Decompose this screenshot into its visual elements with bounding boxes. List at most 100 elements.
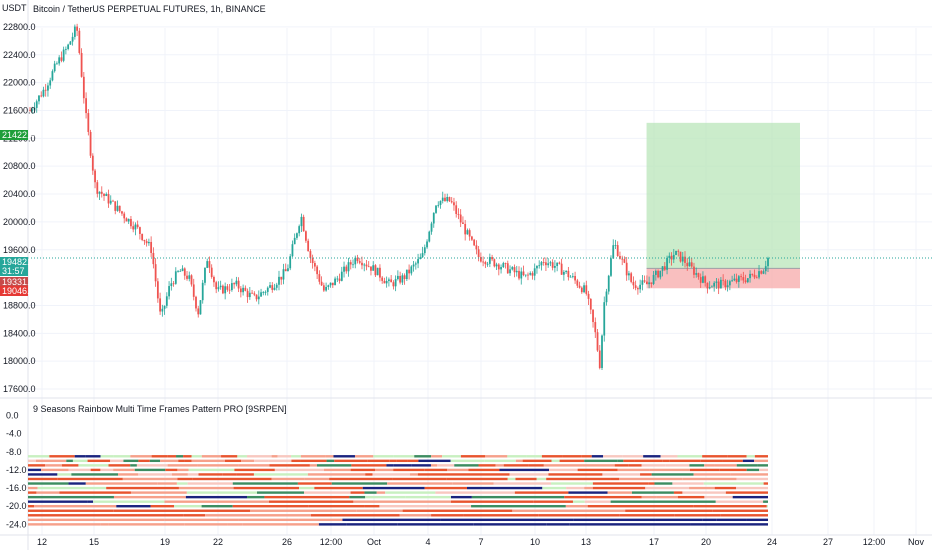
indicator-bar-segment (466, 486, 543, 490)
indicator-bar-segment (350, 468, 376, 472)
candle-body (654, 270, 657, 275)
candle-body (405, 269, 408, 280)
indicator-bar-segment (274, 468, 324, 472)
candle-body (224, 286, 227, 294)
indicator-bar-segment (435, 491, 515, 494)
candle-body (527, 274, 529, 276)
candle-body (150, 241, 153, 253)
candle-body (334, 278, 336, 286)
price-axis[interactable]: 22800.022400.022000.021600.021200.020800… (3, 22, 36, 394)
indicator-bar-segment (28, 473, 58, 476)
indicator-bar-segment (130, 455, 152, 458)
candle-body (641, 280, 644, 285)
candle-body (264, 291, 267, 293)
indicator-bar-segment (393, 464, 412, 467)
candle-body (488, 257, 491, 264)
indicator-bar-segment (183, 455, 192, 458)
candle-body (545, 262, 547, 266)
indicator-bar-segment (174, 505, 202, 508)
indicator-bar-segment (367, 459, 390, 463)
indicator-bar-segment (551, 459, 560, 463)
currency-label: USDT (2, 3, 27, 13)
indicator-bar-segment (291, 455, 301, 458)
indicator-axis[interactable]: 0.0 -4.0 -8.0 -12.0 -16.0 -20.0 -24.0 (6, 410, 27, 529)
indicator-bar-segment (164, 500, 269, 503)
indicator-bar-segment (582, 464, 615, 467)
candle-body (762, 271, 765, 274)
time-axis[interactable]: 12 15 19 22 26 12:00 Oct 4 7 10 13 17 20 24 27 12:00 Nov (37, 537, 925, 547)
indicator-tick-label: -24.0 (6, 519, 27, 529)
indicator-bar-segment (573, 518, 656, 522)
indicator-bar-segment (364, 491, 377, 494)
indicator-bar-segment (298, 518, 343, 522)
candle-body (536, 265, 538, 269)
candle-body (596, 332, 599, 351)
time-tick-label: 24 (767, 537, 777, 547)
candle-body (482, 261, 485, 263)
indicator-bar-segment (28, 491, 37, 494)
candle-body (661, 266, 664, 271)
candle-body (520, 271, 523, 279)
price-badge (0, 257, 28, 267)
candle-body (345, 266, 348, 272)
candle-body (69, 41, 72, 45)
candle-body (257, 296, 260, 300)
indicator-bar-segment (100, 468, 114, 472)
candle-body (374, 265, 377, 276)
indicator-bar-segment (562, 455, 582, 458)
candle-body (327, 285, 330, 287)
indicator-bar-segment (460, 455, 486, 458)
candle-body (401, 275, 404, 283)
indicator-bar-segment (645, 486, 690, 490)
indicator-bar-segment (134, 468, 166, 472)
indicator-bar-segment (610, 500, 716, 503)
indicator-bar-segment (271, 477, 305, 481)
candle-series (29, 23, 769, 371)
candle-body (273, 287, 276, 290)
candle-body (643, 280, 646, 282)
indicator-bar-segment (640, 473, 652, 476)
indicator-bar-segment (227, 477, 272, 481)
candle-body (47, 85, 49, 91)
candle-body (56, 63, 58, 65)
candle-body (114, 201, 117, 211)
candle-body (421, 253, 424, 258)
indicator-bar-segment (509, 473, 549, 476)
position-target-zone[interactable] (646, 122, 800, 269)
indicator-bar-segment (364, 505, 380, 508)
candle-body (320, 281, 323, 286)
candle-body (699, 277, 702, 283)
indicator-bar-segment (254, 459, 269, 463)
indicator-bar-segment (417, 473, 467, 476)
candle-body (462, 222, 464, 224)
indicator-bar-segment (372, 473, 410, 476)
indicator-bar-segment (122, 477, 178, 481)
position-tool[interactable] (646, 122, 800, 289)
indicator-bar-segment (356, 509, 403, 512)
candle-body (309, 251, 312, 258)
candle-body (100, 191, 103, 194)
candle-body (116, 205, 119, 211)
candle-body (208, 261, 211, 268)
indicator-bar-segment (191, 455, 202, 458)
indicator-bar-segment (754, 455, 768, 458)
indicator-bar-segment (184, 523, 228, 526)
indicator-bar-segment (704, 495, 733, 499)
candle-body (244, 287, 247, 291)
candle-body (428, 231, 431, 242)
indicator-bar-segment (431, 455, 443, 458)
candle-body (237, 280, 240, 289)
indicator-bar-segment (736, 477, 768, 481)
indicator-bar-segment (34, 505, 117, 508)
indicator-title[interactable]: 9 Seasons Rainbow Multi Time Frames Patt… (33, 404, 287, 414)
indicator-bar-segment (592, 482, 649, 485)
indicator-bar-segment (110, 459, 124, 463)
price-tick-label: 20000.0 (3, 217, 36, 227)
candle-body (53, 63, 56, 72)
indicator-bar-segment (28, 505, 35, 508)
candle-body (31, 109, 34, 111)
indicator-bar-segment (730, 473, 768, 476)
chart-title[interactable]: Bitcoin / TetherUS PERPETUAL FUTURES, 1h… (33, 4, 266, 14)
price-badge-label: 31:57 (2, 266, 25, 276)
